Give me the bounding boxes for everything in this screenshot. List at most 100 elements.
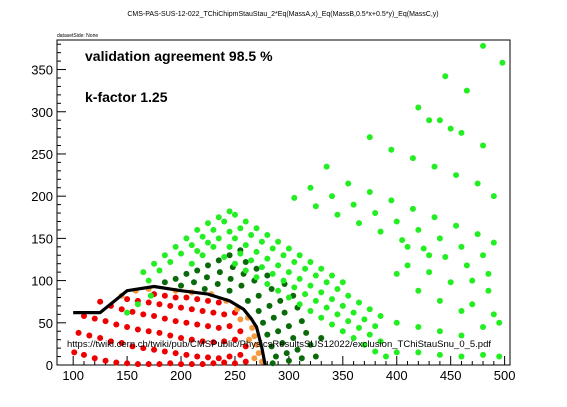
darkgreen-point <box>216 269 223 276</box>
red-point <box>237 328 244 335</box>
red-point <box>134 361 141 368</box>
red-point <box>145 299 152 306</box>
green-point <box>248 257 255 264</box>
green-point <box>329 272 336 279</box>
red-point <box>102 357 109 364</box>
red-point <box>194 296 201 303</box>
green-point <box>329 321 336 328</box>
green-point <box>242 267 249 274</box>
green-point <box>393 349 400 356</box>
green-point <box>442 73 449 80</box>
green-point <box>264 280 271 287</box>
darkgreen-point <box>178 282 185 289</box>
green-point <box>334 311 341 318</box>
green-point <box>474 231 481 238</box>
green-point <box>426 117 433 124</box>
red-point <box>231 360 238 367</box>
green-point <box>469 277 476 284</box>
green-point <box>339 328 346 335</box>
darkgreen-point <box>266 302 273 309</box>
orange-point <box>251 333 258 340</box>
darkgreen-point <box>215 257 222 264</box>
green-point <box>210 226 217 233</box>
green-point <box>334 286 341 293</box>
red-point <box>124 324 131 331</box>
green-point <box>221 218 228 225</box>
red-point <box>215 355 222 362</box>
darkgreen-point <box>272 353 279 360</box>
darkgreen-point <box>183 270 190 277</box>
green-point <box>291 194 298 201</box>
red-point <box>188 361 195 368</box>
darkgreen-point <box>226 287 233 294</box>
y-tick-label: 200 <box>31 189 53 204</box>
red-point <box>215 324 222 331</box>
red-point <box>91 355 98 362</box>
red-point <box>215 299 222 306</box>
red-point <box>194 353 201 360</box>
green-point <box>350 309 357 316</box>
orange-point <box>249 324 256 331</box>
green-point <box>199 233 206 240</box>
darkgreen-point <box>303 329 310 336</box>
red-point <box>129 308 136 315</box>
red-point <box>129 343 136 350</box>
red-point <box>140 345 147 352</box>
red-point <box>140 311 147 318</box>
green-point <box>291 259 298 266</box>
green-point <box>323 304 330 311</box>
red-point <box>172 318 179 325</box>
red-point <box>97 334 104 341</box>
red-point <box>210 339 217 346</box>
red-point <box>194 321 201 328</box>
y-tick-label: 350 <box>31 63 53 78</box>
green-point <box>147 292 154 299</box>
red-point <box>183 319 190 326</box>
x-tick-label: 400 <box>386 368 408 383</box>
green-point <box>323 163 330 170</box>
x-tick-label: 100 <box>62 368 84 383</box>
red-point <box>134 326 141 333</box>
green-point <box>372 323 379 330</box>
green-point <box>124 309 131 316</box>
red-point <box>161 315 168 322</box>
darkgreen-point <box>298 355 305 362</box>
green-point <box>231 211 238 218</box>
red-point <box>221 359 228 366</box>
green-point <box>382 353 389 360</box>
green-point <box>393 270 400 277</box>
orange-point <box>245 336 252 343</box>
orange-point <box>255 350 262 357</box>
green-point <box>258 264 265 271</box>
green-point <box>377 338 384 345</box>
green-point <box>345 292 352 299</box>
red-point <box>71 349 78 356</box>
green-point <box>458 307 465 314</box>
red-point <box>145 361 152 368</box>
red-point <box>210 360 217 367</box>
red-point <box>86 332 93 339</box>
green-point <box>188 260 195 267</box>
green-point <box>393 218 400 225</box>
darkgreen-point <box>298 318 305 325</box>
green-point <box>199 252 206 259</box>
green-point <box>205 239 211 246</box>
green-point <box>226 208 233 215</box>
green-point <box>431 163 438 170</box>
green-point <box>490 311 497 318</box>
red-point <box>113 321 120 328</box>
green-point <box>372 348 379 355</box>
green-point <box>318 265 325 272</box>
red-point <box>156 361 163 368</box>
green-point <box>485 270 492 277</box>
green-point <box>356 324 362 331</box>
green-point <box>388 197 395 204</box>
green-point <box>134 301 141 308</box>
green-point <box>415 349 422 356</box>
green-point <box>329 296 336 303</box>
green-point <box>194 248 201 255</box>
green-point <box>436 297 443 304</box>
chart-title: CMS-PAS-SUS-12-022_TChiChipmStauStau_2*E… <box>127 11 438 18</box>
green-point <box>167 259 174 266</box>
